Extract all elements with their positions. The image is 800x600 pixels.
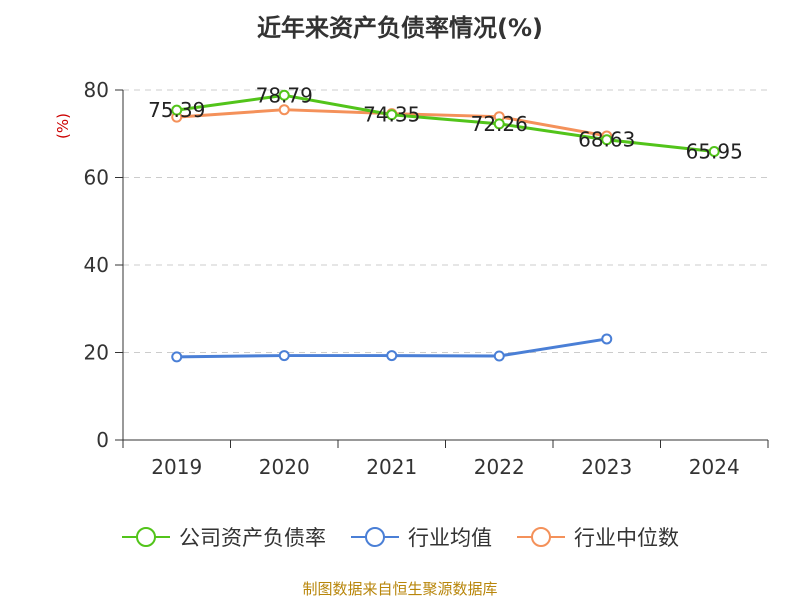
y-tick-label: 80	[84, 78, 109, 102]
legend-swatch-icon	[351, 527, 399, 547]
data-point	[493, 118, 505, 130]
data-point	[171, 104, 183, 116]
data-point	[278, 104, 290, 116]
data-point	[708, 145, 720, 157]
y-tick-label: 60	[84, 166, 109, 190]
legend-label: 行业均值	[408, 526, 492, 550]
x-tick-label: 2020	[259, 455, 310, 479]
y-tick-label: 20	[84, 341, 109, 365]
series-line	[176, 93, 715, 153]
data-point	[171, 351, 183, 363]
y-tick-label: 0	[96, 428, 109, 452]
source-note: 制图数据来自恒生聚源数据库	[302, 580, 498, 598]
legend-swatch-icon	[517, 527, 565, 547]
legend-item[interactable]: 行业均值	[350, 522, 492, 552]
data-point	[493, 350, 505, 362]
x-tick-label: 2023	[581, 455, 632, 479]
legend-label: 公司资产负债率	[179, 526, 326, 550]
data-label: 65.95	[686, 139, 743, 163]
legend-swatch-icon	[122, 527, 170, 547]
x-tick-label: 2021	[366, 455, 417, 479]
legend-item[interactable]: 公司资产负债率	[121, 522, 326, 552]
y-tick-label: 40	[84, 253, 109, 277]
legend: 公司资产负债率 行业均值 行业中位数	[0, 520, 800, 554]
x-tick-label: 2022	[474, 455, 525, 479]
data-label: 68.63	[578, 128, 635, 152]
data-label: 75.39	[148, 98, 205, 122]
y-axis-label: (%)	[54, 113, 72, 139]
data-label: 72.26	[471, 112, 528, 136]
data-point	[278, 89, 290, 101]
data-point	[386, 350, 398, 362]
data-point	[278, 350, 290, 362]
x-tick-label: 2019	[151, 455, 202, 479]
legend-item[interactable]: 行业中位数	[516, 522, 679, 552]
legend-label: 行业中位数	[574, 526, 679, 550]
x-tick-label: 2024	[689, 455, 740, 479]
data-point	[601, 333, 613, 345]
data-point	[601, 134, 613, 146]
chart-title: 近年来资产负债率情况(%)	[257, 14, 543, 42]
data-label: 74.35	[363, 103, 420, 127]
data-label: 78.79	[256, 83, 313, 107]
data-point	[386, 109, 398, 121]
